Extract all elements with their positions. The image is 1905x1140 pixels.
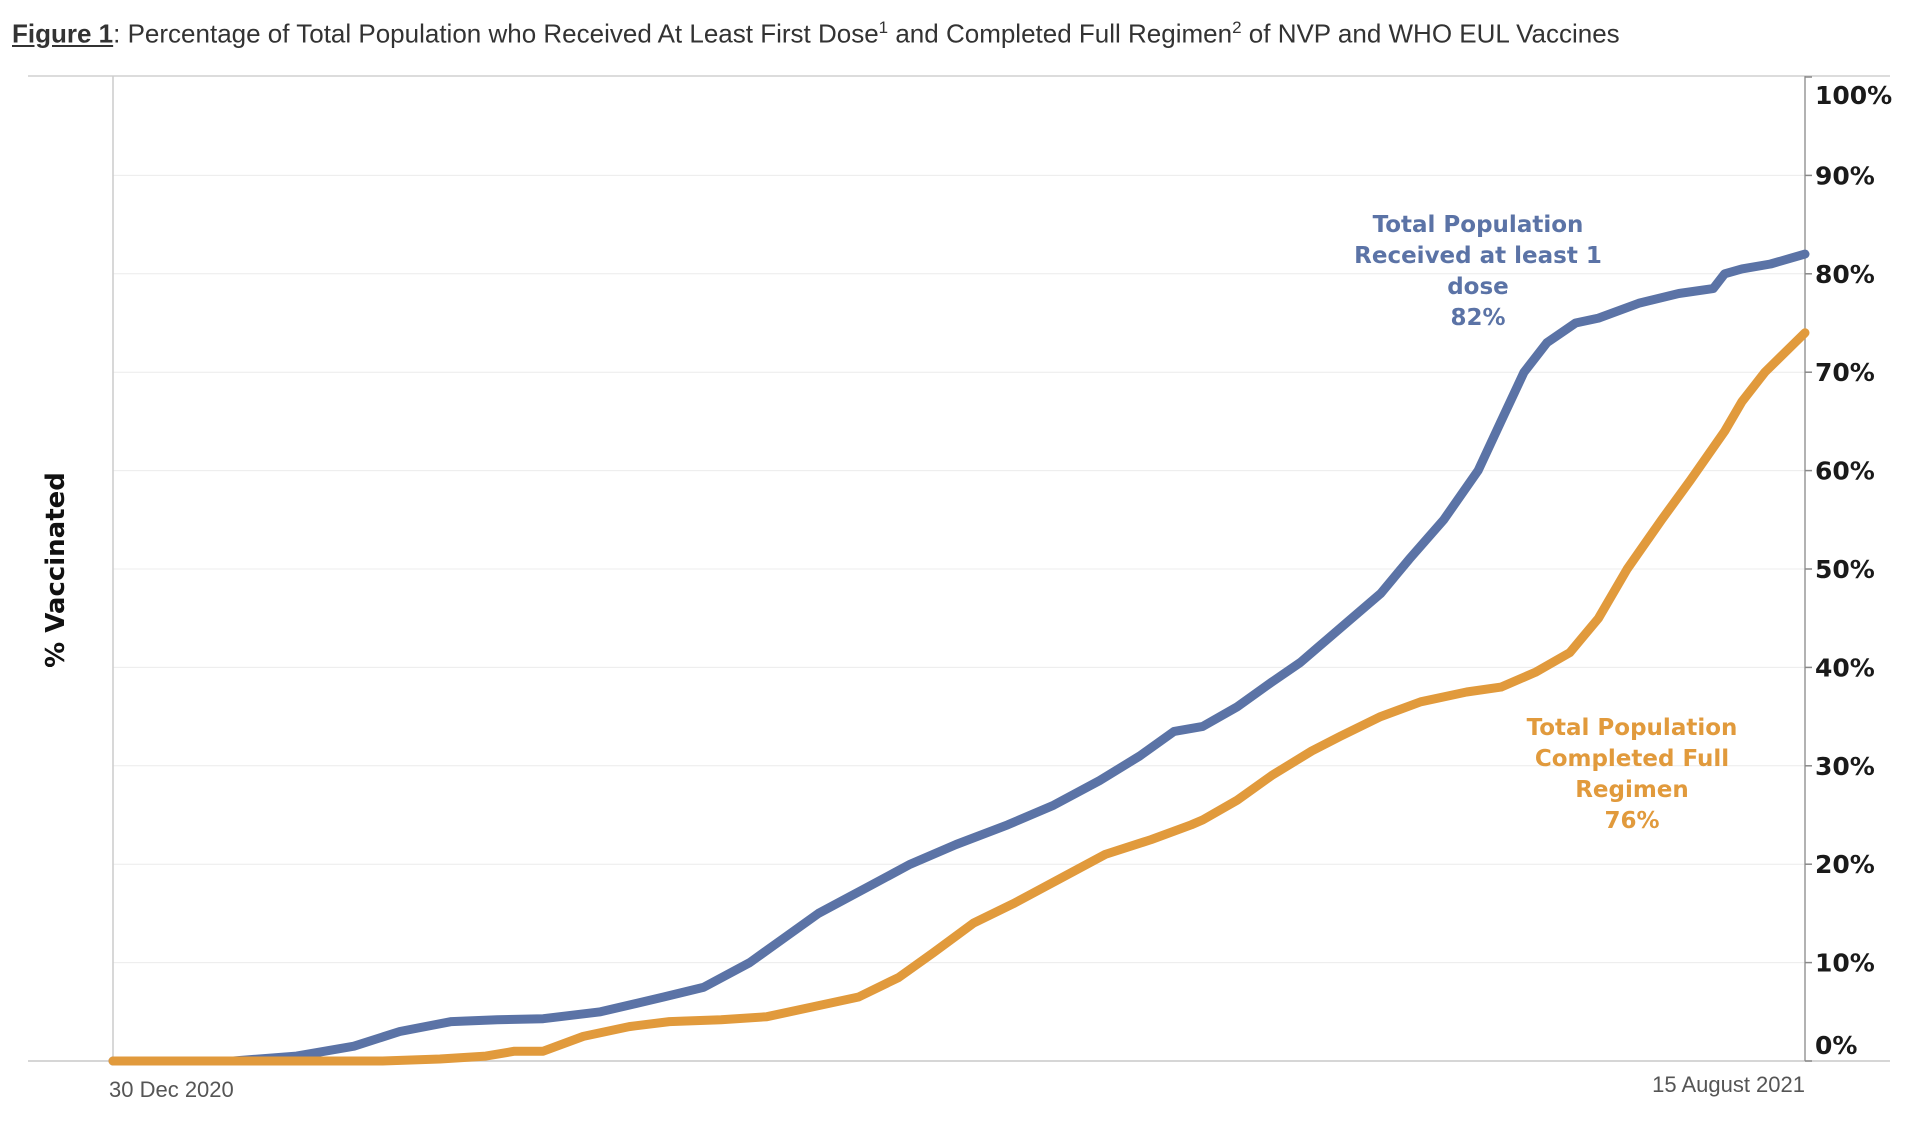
y-axis-label: % Vaccinated	[41, 472, 71, 668]
y-tick-label: 30%	[1815, 752, 1875, 781]
y-tick-label: 70%	[1815, 358, 1875, 387]
series-line-full-regimen	[108, 328, 1810, 1066]
x-tick-label: 30 Dec 2020	[109, 1077, 234, 1102]
y-tick-label: 0%	[1815, 1031, 1857, 1060]
y-tick-label: 90%	[1815, 161, 1875, 190]
footnote-2: 2	[1232, 18, 1242, 37]
y-tick-label: 40%	[1815, 653, 1875, 682]
figure-title: Figure 1: Percentage of Total Population…	[12, 18, 1620, 50]
y-tick-label: 60%	[1815, 457, 1875, 486]
y-axis-ticks: 0% 10% 20% 30% 40% 50% 60% 70% 80% 90% 100%	[1805, 76, 1892, 1062]
y-tick-label: 10%	[1815, 949, 1875, 978]
y-tick-label: 50%	[1815, 555, 1875, 584]
label-full-regimen: Total Population	[1527, 715, 1738, 741]
y-tick-label: 80%	[1815, 260, 1875, 289]
title-text-1: : Percentage of Total Population who Rec…	[113, 18, 879, 49]
x-tick-label: 15 August 2021	[1652, 1072, 1805, 1097]
label-first-dose: dose	[1447, 274, 1509, 300]
series-labels: Total Population Received at least 1 dose 8…	[1354, 212, 1737, 834]
figure-label: Figure 1	[12, 18, 114, 49]
title-text-3: of NVP and WHO EUL Vaccines	[1241, 18, 1620, 49]
series-lines	[108, 249, 1810, 1066]
label-full-regimen: Completed Full	[1535, 746, 1729, 772]
series-line-first-dose	[108, 249, 1810, 1066]
footnote-1: 1	[878, 18, 889, 37]
label-full-regimen: Regimen	[1575, 777, 1689, 803]
label-first-dose: 82%	[1450, 305, 1505, 331]
y-tick-label: 20%	[1815, 850, 1875, 879]
label-full-regimen: 76%	[1604, 808, 1659, 834]
title-text-2: and Completed Full Regimen	[888, 18, 1233, 49]
label-first-dose: Received at least 1	[1354, 243, 1602, 269]
gridlines	[113, 174, 1805, 964]
y-tick-label: 100%	[1815, 81, 1892, 110]
label-first-dose: Total Population	[1373, 212, 1584, 238]
x-axis-ticks: 30 Dec 2020 15 August 2021	[109, 1072, 1805, 1102]
